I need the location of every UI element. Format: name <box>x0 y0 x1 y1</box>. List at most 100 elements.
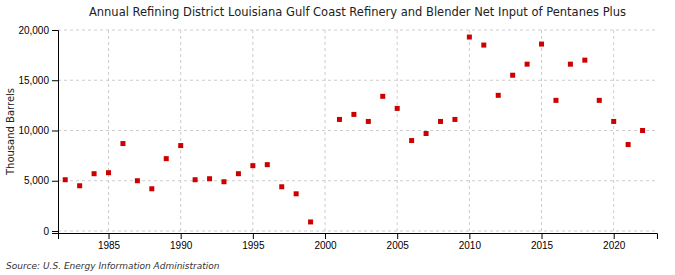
tick-mark <box>325 233 326 239</box>
grid-line <box>58 230 657 231</box>
point <box>568 62 573 67</box>
tick: 2020 <box>603 233 626 251</box>
tick-mark <box>52 181 58 182</box>
point <box>582 58 587 63</box>
tick-mark <box>542 233 543 239</box>
tick-label: 2010 <box>459 240 482 251</box>
tick-label: 5,000 <box>24 175 49 186</box>
tick-label: 10,000 <box>18 125 49 136</box>
tick-mark <box>397 233 398 239</box>
point <box>640 128 645 133</box>
point <box>380 94 385 99</box>
point <box>221 179 226 184</box>
points <box>63 35 645 225</box>
plot: 1985 1990 1995 2000 2005 2010 2015 2020 0 5,000 10… <box>18 25 657 251</box>
point <box>164 156 169 161</box>
tick: 15,000 <box>18 75 58 86</box>
grid-line <box>108 30 109 233</box>
tick-label: 1990 <box>170 240 193 251</box>
point <box>481 43 486 48</box>
point <box>92 171 97 176</box>
tick: 2000 <box>314 233 337 251</box>
point <box>611 119 616 124</box>
tick: 1985 <box>98 233 121 251</box>
point <box>626 142 631 147</box>
grid-line <box>325 30 326 233</box>
point <box>597 98 602 103</box>
chart: 1985 1990 1995 2000 2005 2010 2015 2020 0 5,000 10… <box>0 0 675 275</box>
point <box>539 42 544 47</box>
tick-label: 1995 <box>242 240 265 251</box>
tick-label: 1985 <box>98 240 121 251</box>
source: Source: U.S. Energy Information Administ… <box>6 261 220 271</box>
tick: 5,000 <box>24 175 58 186</box>
point <box>351 112 356 117</box>
tick-label: 15,000 <box>18 75 49 86</box>
tick-mark <box>52 80 58 81</box>
tick-mark <box>52 30 58 31</box>
point <box>236 171 241 176</box>
point <box>496 93 501 98</box>
grid-line <box>180 30 181 233</box>
tick-mark <box>52 231 58 232</box>
tick-label: 20,000 <box>18 25 49 36</box>
tick-mark <box>52 130 58 131</box>
point <box>294 191 299 196</box>
grid-line <box>252 30 253 233</box>
grid <box>58 30 657 233</box>
tick-mark <box>109 233 110 239</box>
tick-mark <box>469 233 470 239</box>
point <box>424 131 429 136</box>
tick: 0 <box>43 226 58 237</box>
point <box>525 62 530 67</box>
tick-label: 2020 <box>603 240 626 251</box>
point <box>178 143 183 148</box>
tick: 20,000 <box>18 25 58 36</box>
y-axis: 0 5,000 10,000 15,000 20,000 <box>18 25 58 237</box>
grid-line <box>613 30 614 233</box>
point <box>106 170 111 175</box>
point <box>366 119 371 124</box>
tick-mark <box>253 233 254 239</box>
point <box>510 73 515 78</box>
axis-line <box>59 234 658 240</box>
axis-line <box>52 31 59 234</box>
x-axis: 1985 1990 1995 2000 2005 2010 2015 2020 <box>59 233 658 251</box>
point <box>193 177 198 182</box>
grid-line <box>58 80 657 81</box>
point <box>63 177 68 182</box>
tick-mark <box>614 233 615 239</box>
tick: 2015 <box>531 233 554 251</box>
grid-line <box>541 30 542 233</box>
tick: 2010 <box>459 233 482 251</box>
point <box>395 106 400 111</box>
point <box>438 119 443 124</box>
point <box>135 178 140 183</box>
tick: 1990 <box>170 233 193 251</box>
point <box>467 35 472 40</box>
grid-line <box>469 30 470 233</box>
point <box>250 163 255 168</box>
point <box>553 98 558 103</box>
tick-label: 2000 <box>314 240 337 251</box>
tick: 10,000 <box>18 125 58 136</box>
point <box>409 138 414 143</box>
point <box>308 219 313 224</box>
grid-line <box>397 30 398 233</box>
point <box>279 184 284 189</box>
point <box>337 117 342 122</box>
point <box>77 183 82 188</box>
point <box>149 186 154 191</box>
tick-label: 2015 <box>531 240 554 251</box>
tick-mark <box>181 233 182 239</box>
tick-label: 0 <box>43 226 49 237</box>
point <box>265 162 270 167</box>
grid-line <box>58 30 657 31</box>
grid-line <box>58 130 657 131</box>
y-axis-title: Thousand Barrels <box>5 88 16 176</box>
point <box>452 117 457 122</box>
point <box>120 141 125 146</box>
tick: 2005 <box>387 233 410 251</box>
grid-line <box>58 180 657 181</box>
title: Annual Refining District Louisiana Gulf … <box>89 5 626 19</box>
